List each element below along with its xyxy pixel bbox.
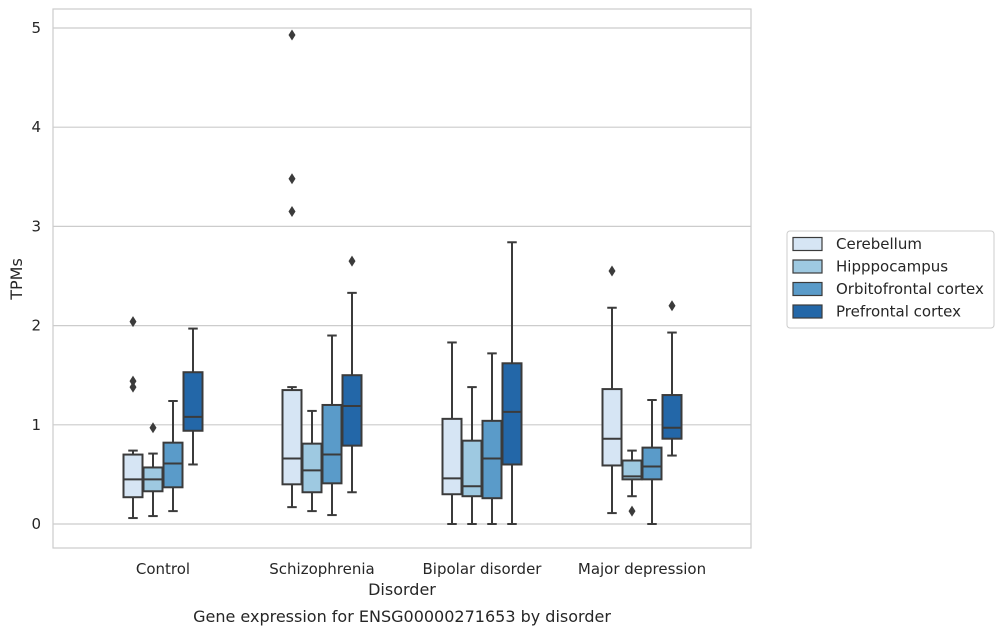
box-hipppocampus xyxy=(301,409,323,513)
box-orbitofrontal-cortex xyxy=(641,399,663,525)
outlier-point xyxy=(129,381,137,393)
box-body xyxy=(321,403,343,485)
x-tick-labels: Control Schizophrenia Bipolar disorder Majo… xyxy=(136,560,706,578)
box-orbitofrontal-cortex xyxy=(481,352,503,525)
y-tick-label: 2 xyxy=(31,317,41,335)
box-body xyxy=(461,439,483,498)
outlier-point xyxy=(129,316,137,328)
box-body xyxy=(162,441,184,489)
y-tick-label: 4 xyxy=(31,118,41,136)
grid-layer xyxy=(53,27,751,525)
box-cerebellum xyxy=(601,265,623,515)
box-cerebellum xyxy=(122,316,144,520)
x-tick-label: Bipolar disorder xyxy=(423,560,543,578)
box-prefrontal-cortex xyxy=(661,300,683,457)
box-orbitofrontal-cortex xyxy=(162,399,184,513)
legend-swatch xyxy=(792,236,823,252)
y-tick-label: 3 xyxy=(31,217,41,235)
outlier-point xyxy=(608,265,616,277)
y-tick-label: 1 xyxy=(31,416,41,434)
box-body xyxy=(122,453,144,499)
y-tick-labels: 0 1 2 3 4 5 xyxy=(31,19,41,533)
x-tick-label: Control xyxy=(136,560,190,578)
box-hipppocampus xyxy=(461,386,483,525)
legend-swatch xyxy=(792,281,823,297)
x-tick-label: Major depression xyxy=(578,560,706,578)
outlier-point xyxy=(288,29,296,41)
box-body xyxy=(661,394,683,440)
box-body xyxy=(182,371,204,432)
box-hipppocampus xyxy=(621,449,643,517)
legend-label: Cerebellum xyxy=(836,235,922,253)
legend-label: Hipppocampus xyxy=(836,258,948,276)
box-body xyxy=(281,389,303,486)
box-body xyxy=(601,388,623,467)
outlier-point xyxy=(668,300,676,312)
box-prefrontal-cortex xyxy=(341,255,363,494)
plot-frame xyxy=(52,8,752,549)
outlier-point xyxy=(288,173,296,185)
legend-frame xyxy=(786,230,995,329)
box-prefrontal-cortex xyxy=(501,241,523,525)
outlier-point xyxy=(628,505,636,517)
box-prefrontal-cortex xyxy=(182,327,204,466)
x-tick-label: Schizophrenia xyxy=(269,560,374,578)
legend-label: Orbitofrontal cortex xyxy=(836,280,984,298)
x-axis-title: Disorder xyxy=(368,580,436,599)
outlier-point xyxy=(348,255,356,267)
box-layer xyxy=(122,29,683,525)
box-cerebellum xyxy=(441,341,463,525)
box-body xyxy=(501,362,523,466)
box-body xyxy=(301,442,323,494)
y-tick-label: 0 xyxy=(31,515,41,533)
outlier-point xyxy=(149,422,157,434)
outlier-point xyxy=(129,375,137,387)
box-orbitofrontal-cortex xyxy=(321,334,343,517)
box-body xyxy=(641,446,663,481)
y-tick-label: 5 xyxy=(31,19,41,37)
legend-swatch xyxy=(792,259,823,274)
outlier-point xyxy=(288,206,296,218)
box-body xyxy=(441,417,463,496)
box-cerebellum xyxy=(281,29,303,509)
legend-swatch xyxy=(792,304,823,319)
legend: Cerebellum Hipppocampus Orbitofrontal cort… xyxy=(786,230,995,329)
box-body xyxy=(341,374,363,447)
legend-label: Prefrontal cortex xyxy=(836,303,961,321)
y-axis-title: TPMs xyxy=(7,258,26,301)
chart-caption: Gene expression for ENSG00000271653 by d… xyxy=(193,607,611,626)
box-hipppocampus xyxy=(142,422,164,518)
